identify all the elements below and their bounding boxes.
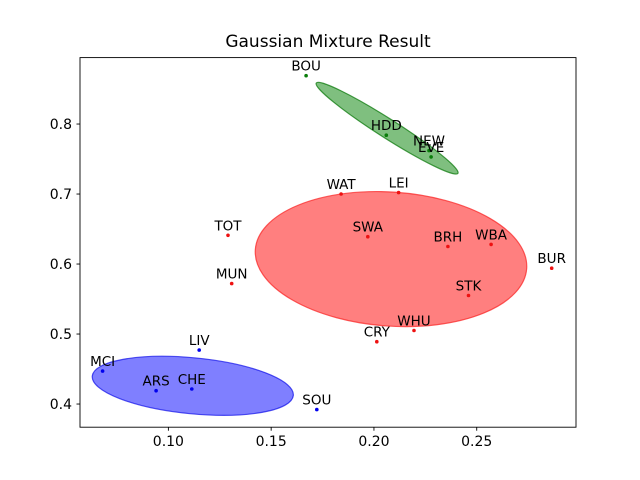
cluster-red-point-MUN xyxy=(229,281,234,286)
x-tick-label: 0.20 xyxy=(358,434,389,450)
cluster-red-point-TOT xyxy=(226,233,230,238)
point-label-NEW: NEW xyxy=(413,134,445,150)
cluster-blue-point-CHE xyxy=(190,387,194,391)
cluster-red-point-LEI xyxy=(396,190,401,195)
cluster-red-point-WBA xyxy=(489,242,493,247)
point-label-CHE: CHE xyxy=(178,372,206,388)
x-tick-label: 0.25 xyxy=(461,434,492,450)
cluster-green-point-EVE xyxy=(429,155,433,159)
point-label-MUN: MUN xyxy=(216,267,248,283)
plot-title: Gaussian Mixture Result xyxy=(225,32,431,52)
cluster-green-point-BOU xyxy=(304,73,308,78)
point-label-EVE: EVE xyxy=(418,140,444,156)
cluster-green-point-NEW xyxy=(427,148,431,153)
cluster-green-point-HDD xyxy=(384,133,389,137)
point-label-ARS: ARS xyxy=(143,374,170,390)
cluster-blue-point-LIV xyxy=(197,348,201,352)
y-tick-label: 0.6 xyxy=(50,257,72,273)
point-label-BOU: BOU xyxy=(291,59,321,75)
x-tick-label: 0.10 xyxy=(153,434,184,450)
cluster-green-ellipse xyxy=(315,81,459,175)
point-label-BRH: BRH xyxy=(434,230,463,246)
point-label-HDD: HDD xyxy=(371,118,402,134)
point-label-LEI: LEI xyxy=(389,176,409,192)
cluster-red-point-WHU xyxy=(412,328,416,333)
point-label-CRY: CRY xyxy=(364,325,391,341)
point-label-WBA: WBA xyxy=(475,227,508,243)
y-tick-label: 0.4 xyxy=(50,397,72,413)
y-tick-label: 0.7 xyxy=(50,187,72,203)
y-tick-label: 0.8 xyxy=(50,117,72,133)
point-label-STK: STK xyxy=(456,279,483,295)
point-label-SOU: SOU xyxy=(302,393,331,409)
cluster-red-point-STK xyxy=(466,293,471,298)
cluster-red-point-BUR xyxy=(549,266,554,271)
cluster-red-point-SWA xyxy=(366,234,370,239)
cluster-red-point-WAT xyxy=(339,192,343,196)
cluster-red-point-CRY xyxy=(375,339,379,344)
point-label-WHU: WHU xyxy=(397,314,430,330)
point-label-SWA: SWA xyxy=(353,220,384,236)
cluster-blue-point-ARS xyxy=(154,388,158,393)
y-tick-label: 0.5 xyxy=(50,327,72,343)
x-tick-label: 0.15 xyxy=(256,434,287,450)
point-label-TOT: TOT xyxy=(213,218,242,234)
cluster-red-point-BRH xyxy=(446,244,450,249)
point-label-LIV: LIV xyxy=(189,333,211,349)
axes-frame xyxy=(79,57,577,428)
cluster-blue-point-MCI xyxy=(100,369,105,373)
point-label-BUR: BUR xyxy=(537,251,566,267)
cluster-blue-ellipse xyxy=(91,355,294,416)
cluster-red-ellipse xyxy=(254,190,528,328)
point-label-WAT: WAT xyxy=(327,177,357,193)
point-label-MCI: MCI xyxy=(90,354,115,370)
cluster-blue-point-SOU xyxy=(315,407,319,412)
